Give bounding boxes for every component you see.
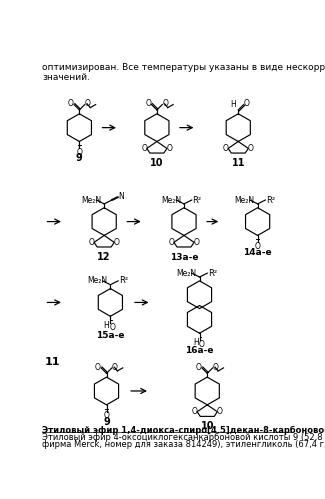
Text: O: O [114,238,120,247]
Text: O: O [85,99,91,108]
Text: O: O [112,363,118,372]
Text: Me₂N: Me₂N [176,268,196,277]
Text: O: O [68,99,74,108]
Text: Me₂N: Me₂N [81,196,101,205]
Text: O: O [193,238,199,247]
Text: Me₂N: Me₂N [161,196,181,205]
Text: оптимизирован. Все температуры указаны в виде нескорректированных
значений.: оптимизирован. Все температуры указаны в… [42,63,325,82]
Text: Этиловый эфир 4-оксоциклогексанкарбоновой кислоты 9 (52,8 г, 0,31 моля,: Этиловый эфир 4-оксоциклогексанкарбоново… [42,433,325,442]
Text: H: H [193,338,199,347]
Text: 10: 10 [150,158,163,168]
Text: O: O [76,148,82,157]
Text: H: H [104,321,110,330]
Text: O: O [255,242,261,250]
Text: O: O [110,322,116,331]
Text: O: O [95,363,101,372]
Text: O: O [169,238,175,247]
Text: R²: R² [119,276,128,285]
Text: Me₂N: Me₂N [234,196,254,205]
Text: O: O [104,411,110,420]
Text: O: O [162,99,168,108]
Text: 9: 9 [76,153,83,164]
Text: O: O [196,363,202,372]
Text: 9: 9 [103,417,110,427]
Text: 12: 12 [98,252,111,262]
Text: 11: 11 [45,357,60,367]
Text: O: O [213,363,219,372]
Text: 13a-e: 13a-e [170,252,198,261]
Text: O: O [166,144,172,153]
Text: 10: 10 [201,421,214,432]
Text: O: O [192,407,198,416]
Text: фирма Merck, номер для заказа 814249), этиленгликоль (67,4 г, 1,08 моля) и: фирма Merck, номер для заказа 814249), э… [42,440,325,449]
Text: O: O [244,99,250,108]
Text: O: O [248,144,254,153]
Text: H: H [230,100,236,109]
Text: R²: R² [193,196,202,205]
Text: O: O [199,339,205,348]
Text: R²: R² [266,196,275,205]
Text: 15a-e: 15a-e [96,331,124,340]
Text: Me₂N: Me₂N [87,276,107,285]
Text: N: N [118,192,124,201]
Text: Этиловый эфир 1,4-диокса-спиро[4.5]декан-8-карбоновой кислоты 10: Этиловый эфир 1,4-диокса-спиро[4.5]декан… [42,427,325,436]
Text: 16a-e: 16a-e [185,346,214,355]
Text: O: O [142,144,148,153]
Text: O: O [89,238,95,247]
Text: 14a-e: 14a-e [243,248,272,257]
Text: 11: 11 [231,158,245,168]
Text: O: O [217,407,223,416]
Text: O: O [145,99,151,108]
Text: O: O [223,144,229,153]
Text: R²: R² [208,268,217,277]
